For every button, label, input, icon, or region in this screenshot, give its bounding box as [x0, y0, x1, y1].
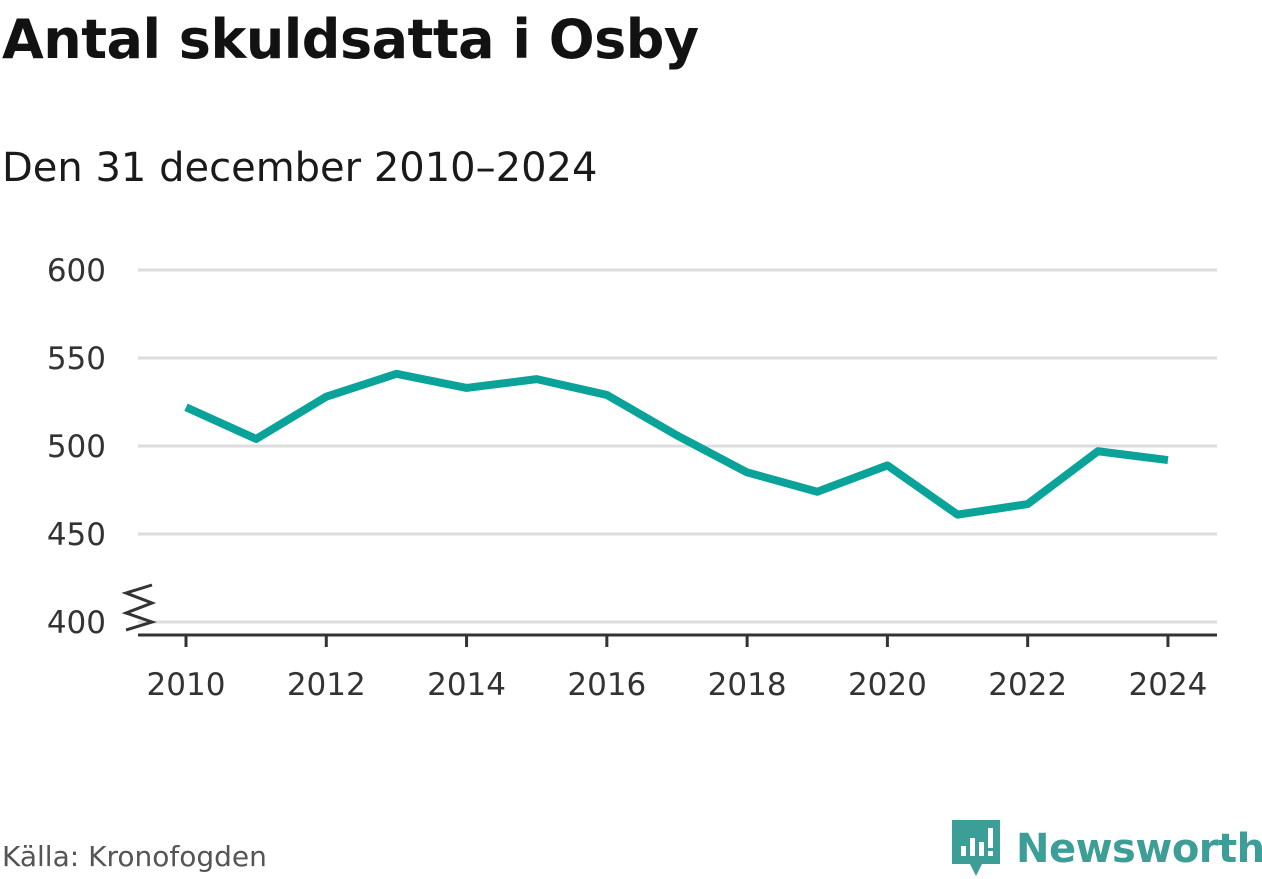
y-tick-label-400: 400	[47, 605, 106, 641]
x-axis: 2010 2012 2014 2016 2018 2020 2022 2024	[121, 583, 1217, 703]
source-note: Källa: Kronofogden	[2, 840, 267, 873]
x-tick-label-2024: 2024	[1129, 667, 1208, 703]
x-tick-label-2018: 2018	[708, 667, 787, 703]
x-tick-label-2022: 2022	[988, 667, 1067, 703]
x-tick-label-2012: 2012	[287, 667, 366, 703]
series-group	[184, 369, 1169, 519]
y-tick-label-600: 600	[47, 253, 106, 289]
line-chart: 400 450 500 550 600 2010 2012 2014 2016 2018 2020…	[47, 253, 1217, 703]
gridlines	[138, 268, 1217, 624]
chart-subtitle: Den 31 december 2010–2024	[2, 145, 598, 191]
x-tick-label-2016: 2016	[567, 667, 646, 703]
y-tick-label-550: 550	[47, 341, 106, 377]
x-tick-label-2020: 2020	[848, 667, 927, 703]
brand-name: Newsworthy	[1016, 826, 1262, 872]
series-line-0	[184, 369, 1169, 519]
newsworthy-logo-icon	[952, 820, 1000, 876]
brand-logo: Newsworthy	[952, 820, 1262, 878]
y-tick-label-450: 450	[47, 517, 106, 553]
x-tick-label-2010: 2010	[147, 667, 226, 703]
chart-title: Antal skuldsatta i Osby	[2, 8, 699, 71]
y-tick-label-500: 500	[47, 429, 106, 465]
axis-break-icon	[121, 583, 157, 632]
x-tick-label-2014: 2014	[427, 667, 506, 703]
y-axis-ticks: 400 450 500 550 600	[47, 253, 106, 641]
